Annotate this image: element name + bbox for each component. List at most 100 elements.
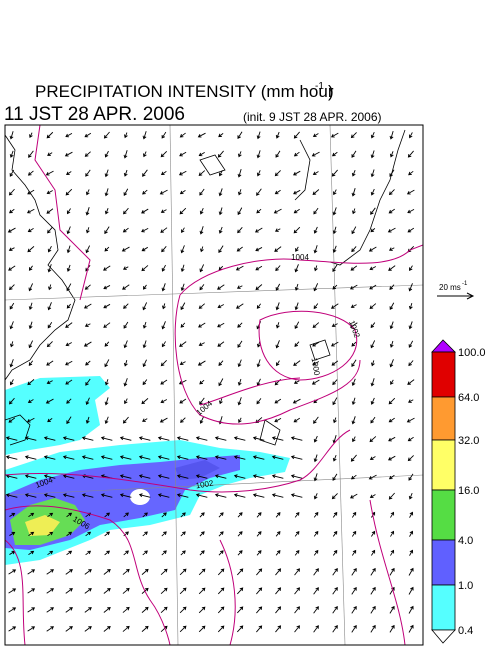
wind-arrow — [407, 455, 414, 462]
wind-arrow — [218, 512, 224, 518]
wind-arrow — [27, 170, 34, 176]
wind-arrow — [8, 247, 15, 252]
wind-arrow — [123, 360, 128, 367]
isobar-label: 1002 — [347, 319, 362, 339]
wind-arrow — [350, 265, 358, 271]
wind-arrow — [28, 150, 34, 158]
wind-arrow — [199, 284, 205, 291]
isobar-label: 1000 — [309, 357, 321, 377]
colorbar-label: 0.4 — [458, 625, 473, 637]
wind-arrow — [198, 303, 205, 309]
wind-arrow — [157, 493, 170, 498]
wind-arrow — [160, 399, 168, 404]
wind-arrow — [217, 150, 224, 158]
wind-arrow — [331, 151, 338, 157]
valid-time: 11 JST 28 APR. 2006 — [4, 104, 185, 125]
wind-arrow — [313, 245, 318, 254]
wind-arrow — [142, 321, 147, 329]
wind-arrow — [312, 133, 319, 137]
wind-arrow — [103, 285, 111, 290]
wind-arrow — [351, 567, 357, 576]
wind-arrow — [333, 417, 337, 424]
wind-arrow — [332, 264, 338, 272]
wind-arrow — [218, 378, 224, 387]
wind-arrow — [46, 607, 55, 613]
wind-arrow — [104, 246, 110, 252]
wind-arrow — [218, 170, 223, 177]
wind-arrow — [271, 436, 284, 441]
wind-arrow — [24, 493, 37, 498]
wind-arrow — [370, 207, 376, 215]
wind-arrow — [275, 283, 281, 291]
wind-arrow — [370, 360, 375, 367]
wind-arrow — [47, 322, 53, 329]
wind-arrow — [275, 340, 280, 349]
wind-arrow — [47, 226, 53, 234]
wind-arrow — [388, 436, 396, 442]
wind-arrow — [65, 607, 73, 613]
wind-arrow — [199, 188, 205, 196]
wind-arrow — [370, 378, 375, 387]
wind-arrow — [141, 265, 149, 272]
wind-arrow — [5, 493, 18, 498]
wind-arrow — [66, 531, 73, 537]
title-close: ) — [328, 82, 334, 101]
wind-arrow — [141, 625, 149, 632]
wind-arrow — [27, 569, 36, 575]
wind-arrow — [332, 245, 337, 253]
wind-arrow — [313, 511, 319, 518]
wind-arrow — [389, 567, 395, 576]
wind-arrow — [85, 360, 91, 366]
wind-arrow — [294, 302, 299, 311]
wind-arrow — [64, 151, 73, 157]
wind-arrow — [252, 455, 265, 460]
wind-arrow — [290, 455, 303, 460]
wind-arrow — [141, 246, 149, 252]
wind-arrow — [408, 321, 413, 330]
wind-arrow — [24, 436, 37, 441]
wind-arrow — [43, 455, 56, 460]
wind-arrow — [161, 246, 167, 253]
wind-arrow — [195, 436, 208, 441]
wind-arrow — [350, 132, 357, 139]
wind-arrow — [43, 436, 56, 441]
wind-arrow — [141, 568, 149, 575]
wind-arrow — [47, 152, 53, 156]
wind-arrow — [104, 512, 111, 518]
wind-arrow — [103, 322, 111, 328]
wind-arrow — [103, 606, 111, 613]
wind-arrow — [214, 474, 227, 479]
wind-arrow — [237, 227, 243, 234]
wind-arrow — [65, 626, 73, 632]
wind-arrow — [180, 245, 185, 254]
wind-arrow — [313, 416, 319, 424]
wind-arrow — [408, 303, 413, 310]
wind-arrow — [104, 188, 109, 197]
wind-arrow — [122, 606, 130, 613]
wind-arrow — [271, 493, 284, 498]
wind-arrow — [312, 361, 320, 366]
wind-arrow — [368, 474, 377, 480]
wind-arrow — [389, 131, 394, 140]
wind-arrow — [218, 226, 223, 234]
wind-arrow — [276, 360, 280, 367]
wind-arrow — [62, 474, 75, 479]
wind-arrow — [199, 512, 205, 518]
wind-arrow — [195, 455, 208, 460]
wind-arrow — [161, 531, 167, 537]
wind-arrow — [100, 493, 113, 498]
wind-arrow — [9, 531, 16, 536]
wind-arrow — [332, 625, 338, 633]
wind-arrow — [369, 284, 377, 290]
title: PRECIPITATION INTENSITY (mm hour — [35, 82, 334, 101]
wind-arrow — [388, 247, 395, 251]
wind-arrow — [237, 512, 243, 518]
wind-arrow — [104, 397, 109, 406]
wind-arrow — [46, 360, 54, 366]
wind-arrow — [100, 455, 113, 460]
wind-arrow — [406, 417, 415, 423]
wind-arrow — [409, 549, 414, 556]
wind-arrow — [66, 303, 72, 309]
wind-arrow — [46, 626, 55, 632]
wind-arrow — [274, 170, 281, 177]
